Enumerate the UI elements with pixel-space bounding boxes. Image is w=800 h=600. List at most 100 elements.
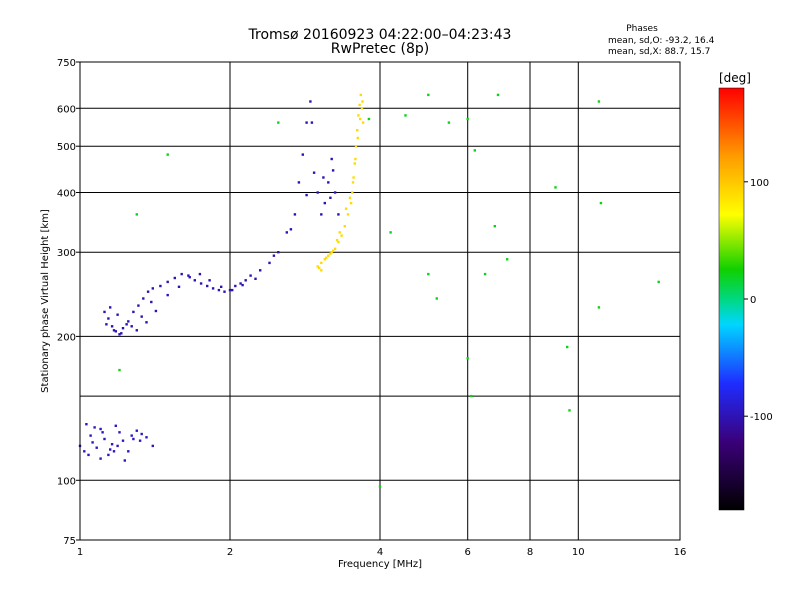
data-point xyxy=(159,284,162,288)
data-point xyxy=(99,457,102,460)
x-tick-label: 6 xyxy=(465,547,471,558)
data-point xyxy=(599,201,603,205)
data-point xyxy=(116,313,119,316)
data-point xyxy=(427,93,430,97)
data-point xyxy=(329,196,332,199)
data-point xyxy=(118,368,121,372)
data-point xyxy=(228,288,232,292)
data-point xyxy=(101,431,104,434)
data-point xyxy=(177,285,181,288)
data-point xyxy=(346,213,350,216)
data-point xyxy=(360,107,364,110)
data-point xyxy=(466,117,469,121)
data-point xyxy=(87,453,90,457)
data-point xyxy=(354,157,357,161)
data-point xyxy=(140,315,143,318)
data-point xyxy=(597,100,601,103)
data-point xyxy=(110,325,114,328)
chart-title: Tromsø 20160923 04:22:00–04:23:43 xyxy=(248,27,512,43)
data-point xyxy=(166,293,169,297)
data-point xyxy=(297,181,301,184)
x-tick-label: 2 xyxy=(227,547,233,558)
data-point xyxy=(404,114,407,117)
data-point xyxy=(107,317,110,320)
data-point xyxy=(333,191,337,194)
data-point xyxy=(318,266,321,270)
data-point xyxy=(231,288,234,292)
data-points xyxy=(78,93,660,488)
data-point xyxy=(166,153,169,156)
data-point xyxy=(105,323,108,326)
data-point xyxy=(137,304,140,307)
data-point xyxy=(99,427,102,431)
data-point xyxy=(352,176,355,179)
data-point xyxy=(249,274,252,277)
x-axis-label: Frequency [MHz] xyxy=(338,559,422,570)
data-point xyxy=(427,272,430,276)
x-tick-label: 1 xyxy=(77,547,83,558)
data-point xyxy=(320,261,323,265)
data-point xyxy=(323,258,326,261)
data-point xyxy=(89,434,92,437)
data-point xyxy=(135,213,138,216)
data-point xyxy=(259,269,262,272)
data-point xyxy=(198,272,202,276)
data-point xyxy=(356,129,359,132)
data-point xyxy=(151,444,154,448)
data-point xyxy=(123,459,126,462)
data-point xyxy=(337,213,340,216)
data-point xyxy=(234,284,237,288)
data-point xyxy=(349,201,353,205)
grid-lines xyxy=(79,62,681,540)
data-point xyxy=(146,290,150,293)
data-point xyxy=(320,213,323,216)
data-point xyxy=(331,249,335,252)
data-point xyxy=(127,320,130,323)
data-point xyxy=(208,279,211,282)
data-point xyxy=(359,117,362,121)
data-point xyxy=(154,309,158,313)
data-point xyxy=(358,103,361,107)
data-point xyxy=(327,254,330,257)
data-point xyxy=(206,284,209,288)
data-point xyxy=(193,279,196,282)
x-tick-label: 10 xyxy=(572,547,585,558)
legend-heading: Phases xyxy=(626,24,658,34)
data-point xyxy=(211,287,215,290)
data-point xyxy=(333,247,337,250)
data-point xyxy=(120,332,123,335)
data-point xyxy=(85,423,88,426)
data-point xyxy=(116,444,119,448)
data-point xyxy=(447,121,451,124)
data-point xyxy=(293,213,297,216)
data-point xyxy=(340,234,343,237)
data-point xyxy=(351,181,355,184)
data-point xyxy=(135,429,138,432)
data-point xyxy=(330,157,333,161)
x-tick-label: 8 xyxy=(527,547,533,558)
y-tick-label: 750 xyxy=(57,58,76,69)
data-point xyxy=(151,287,154,290)
data-point xyxy=(367,117,371,121)
data-point xyxy=(166,280,169,284)
data-point xyxy=(268,261,271,265)
colorbar-tick-label: 0 xyxy=(750,295,756,306)
data-point xyxy=(310,121,314,124)
data-point xyxy=(343,225,346,228)
data-point xyxy=(483,272,487,276)
data-point xyxy=(323,201,326,205)
colorbar-ticks: 100 0 -100 xyxy=(744,178,773,423)
data-point xyxy=(335,238,339,242)
y-tick-label: 600 xyxy=(57,104,76,115)
y-tick-label: 500 xyxy=(57,142,76,153)
data-point xyxy=(389,231,392,234)
data-point xyxy=(316,265,319,268)
data-point xyxy=(277,121,280,124)
data-point xyxy=(114,424,117,427)
y-axis-label: Stationary phase Virtual Height [km] xyxy=(40,209,51,393)
legend-o-stats: mean, sd,O: -93.2, 16.4 xyxy=(608,36,715,46)
data-point xyxy=(145,321,148,324)
data-point xyxy=(127,450,130,453)
colorbar xyxy=(718,87,745,511)
data-point xyxy=(554,186,557,189)
